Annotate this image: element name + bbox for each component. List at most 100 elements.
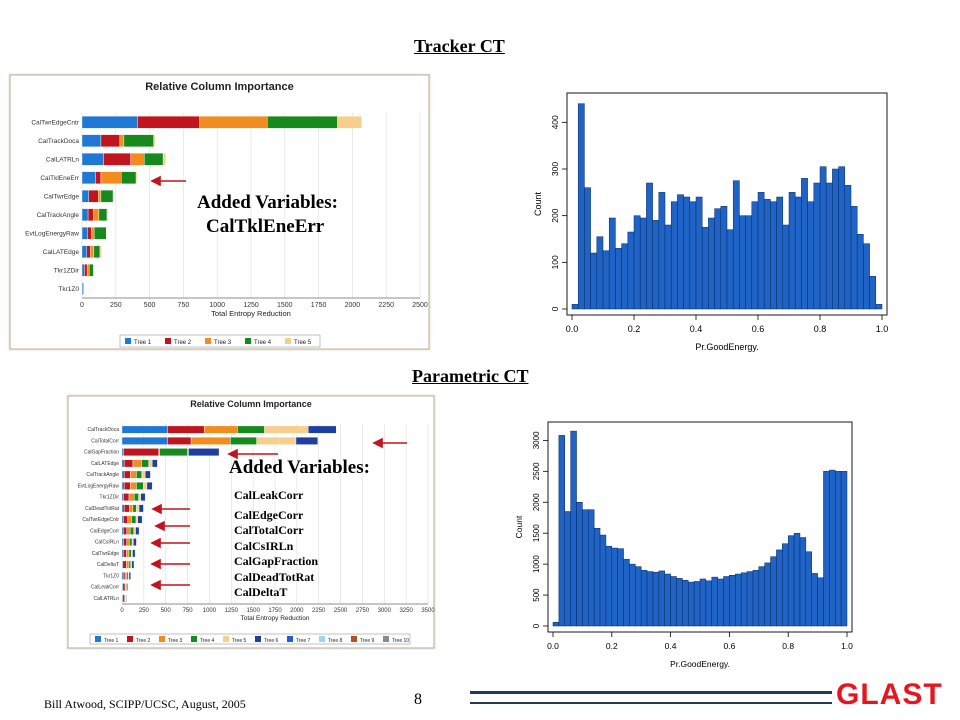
legend-box bbox=[89, 633, 411, 645]
x-tick-label: 250 bbox=[139, 608, 150, 614]
x-tick-label: 1.0 bbox=[876, 324, 889, 334]
bar-segment bbox=[295, 436, 319, 445]
histogram-bar bbox=[875, 304, 883, 310]
tracker-importance-chart: Relative Column Importance 0 250 500 750 1000… bbox=[9, 74, 430, 350]
x-tick-label: 0 bbox=[80, 302, 84, 309]
x-axis-label: Total Entropy Reduction bbox=[211, 309, 291, 318]
x-tick-label: 0.6 bbox=[752, 324, 765, 334]
y-tick-label: 0 bbox=[550, 306, 560, 311]
chart-title: Relative Column Importance bbox=[190, 399, 312, 409]
y-tick-label: 1500 bbox=[532, 524, 541, 542]
legend-swatch bbox=[159, 636, 165, 642]
legend-swatch bbox=[287, 636, 293, 642]
bar-segment bbox=[188, 448, 220, 457]
bar-segment bbox=[133, 538, 137, 547]
bar-segment bbox=[106, 208, 109, 222]
legend-swatch bbox=[165, 338, 171, 344]
legend-swatch bbox=[125, 338, 131, 344]
y-tick-label: 3000 bbox=[532, 431, 541, 449]
x-axis-label: Total Entropy Reduction bbox=[240, 615, 309, 622]
legend-swatch bbox=[255, 636, 261, 642]
chart-title: Relative Column Importance bbox=[145, 81, 294, 93]
x-tick-label: 3000 bbox=[378, 608, 392, 614]
y-tick-label: 200 bbox=[550, 208, 560, 222]
x-tick-label: 1750 bbox=[268, 608, 282, 614]
added-variable-item: CalEdgeCorr bbox=[234, 507, 304, 522]
x-tick-label: 2000 bbox=[345, 302, 361, 309]
legend-label: Tree 3 bbox=[168, 638, 182, 644]
bar-segment bbox=[308, 425, 337, 434]
bar-segment bbox=[137, 515, 143, 524]
added-variables-top-heading: Added Variables: bbox=[197, 192, 338, 213]
added-variable-item: CalDeadTotRat bbox=[234, 569, 315, 584]
category-label: CalTwrEdgeCntr bbox=[31, 120, 80, 127]
legend-label: Tree 5 bbox=[232, 638, 246, 644]
y-tick-label: 1000 bbox=[532, 555, 541, 573]
x-tick-label: 0.0 bbox=[547, 641, 559, 651]
arrow-icon bbox=[150, 558, 190, 570]
legend-label: Tree 2 bbox=[174, 340, 192, 346]
category-label: CalTrackAngle bbox=[37, 212, 80, 219]
x-tick-label: 2500 bbox=[412, 302, 428, 309]
footer-rule bbox=[470, 691, 832, 694]
bar-segment bbox=[112, 189, 115, 203]
category-label: CalEdgeCorr bbox=[90, 528, 119, 534]
plot-frame bbox=[566, 92, 888, 316]
histogram-bar bbox=[840, 471, 848, 627]
y-tick-label: 500 bbox=[532, 588, 541, 602]
x-tick-label: 0.4 bbox=[690, 324, 703, 334]
histogram-bar bbox=[584, 187, 591, 310]
legend-label: Tree 2 bbox=[136, 638, 150, 644]
legend-label: Tree 9 bbox=[360, 638, 374, 644]
legend-label: Tree 7 bbox=[296, 638, 310, 644]
category-label: CalTrackDoca bbox=[88, 427, 120, 433]
x-tick-label: 1000 bbox=[209, 302, 225, 309]
y-tick-label: 400 bbox=[550, 115, 560, 129]
x-tick-label: 0.8 bbox=[782, 641, 794, 651]
legend-swatch bbox=[285, 338, 291, 344]
legend-swatch bbox=[319, 636, 325, 642]
category-label: CalLATRLn bbox=[94, 596, 120, 602]
x-tick-label: 0 bbox=[120, 608, 124, 614]
legend-label: Tree 4 bbox=[200, 638, 214, 644]
category-label: CalLeakCorr bbox=[91, 585, 119, 591]
y-axis-label: Count bbox=[533, 192, 543, 217]
category-label: Tkr1Z0 bbox=[58, 286, 79, 293]
bar-segment bbox=[138, 504, 144, 513]
added-variable-item: CalCsIRLn bbox=[234, 538, 294, 553]
histogram-bar bbox=[869, 276, 877, 310]
x-tick-label: 2500 bbox=[334, 608, 348, 614]
bar-segment bbox=[127, 583, 129, 592]
y-tick-label: 2000 bbox=[532, 493, 541, 511]
x-tick-label: 1000 bbox=[203, 608, 217, 614]
arrow-icon bbox=[150, 537, 190, 549]
bar-segment bbox=[146, 481, 153, 490]
category-label: CalTwrEdgeCntr bbox=[82, 517, 119, 523]
bar-segment bbox=[337, 115, 363, 129]
category-label: EvtLogEnergyRaw bbox=[78, 483, 120, 489]
x-axis-label: Pr.GoodEnergy. bbox=[695, 342, 758, 352]
x-axis-label: Pr.GoodEnergy. bbox=[670, 659, 730, 669]
arrow-icon bbox=[150, 579, 190, 591]
legend-swatch bbox=[191, 636, 197, 642]
page-number: 8 bbox=[414, 691, 422, 708]
legend-swatch bbox=[383, 636, 389, 642]
x-tick-label: 0.8 bbox=[814, 324, 827, 334]
parametric-importance-chart: Relative Column Importance 0 250 500 750 1000… bbox=[67, 395, 435, 649]
category-label: CalTklEneErr bbox=[40, 175, 79, 182]
x-tick-label: 0.4 bbox=[665, 641, 677, 651]
added-variable-item: CalDeltaT bbox=[234, 585, 288, 599]
legend-label: Tree 8 bbox=[328, 638, 342, 644]
category-label: CalGapFraction bbox=[84, 450, 119, 456]
x-tick-label: 250 bbox=[110, 302, 122, 309]
legend-label: Tree 4 bbox=[254, 340, 272, 346]
category-label: CalLATEdge bbox=[43, 249, 80, 256]
y-tick-label: 100 bbox=[550, 255, 560, 269]
bar-segment bbox=[106, 226, 108, 240]
arrow-icon bbox=[154, 520, 190, 532]
bar-segment bbox=[99, 245, 102, 259]
x-tick-label: 2250 bbox=[378, 302, 394, 309]
y-tick-label: 0 bbox=[532, 623, 541, 628]
bar-segment bbox=[93, 263, 95, 277]
added-variable-item: CalTotalCorr bbox=[234, 523, 304, 537]
